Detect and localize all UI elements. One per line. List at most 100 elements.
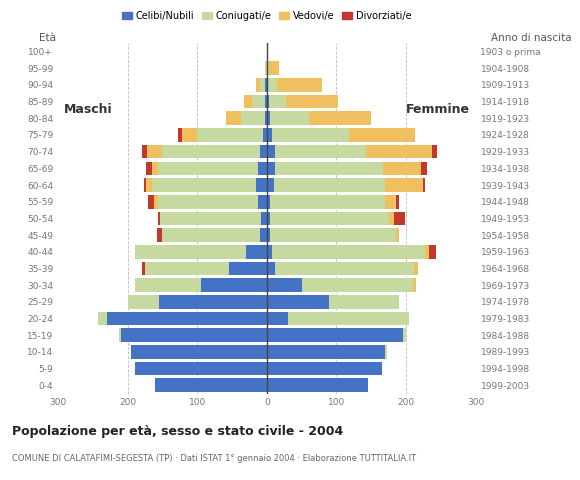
Bar	[260, 228, 267, 242]
Bar	[389, 212, 394, 225]
Bar	[267, 228, 270, 242]
Bar	[385, 178, 423, 192]
Bar	[267, 312, 288, 325]
Bar	[423, 178, 426, 192]
Bar	[244, 95, 252, 108]
Bar	[158, 212, 160, 225]
Bar	[259, 161, 267, 175]
Bar	[135, 362, 267, 375]
Bar	[267, 262, 275, 276]
Bar	[302, 278, 413, 292]
Bar	[152, 178, 256, 192]
Bar	[155, 378, 267, 392]
Bar	[182, 128, 197, 142]
Text: Popolazione per età, sesso e stato civile - 2004: Popolazione per età, sesso e stato civil…	[12, 425, 343, 438]
Bar	[121, 328, 267, 342]
Bar	[385, 195, 396, 208]
Bar	[396, 195, 399, 208]
Bar	[394, 212, 405, 225]
Bar	[260, 78, 266, 92]
Bar	[266, 111, 267, 125]
Bar	[162, 228, 260, 242]
Bar	[396, 228, 399, 242]
Bar	[267, 378, 368, 392]
Bar	[107, 312, 267, 325]
Bar	[154, 195, 158, 208]
Bar	[128, 295, 159, 309]
Bar	[429, 245, 436, 259]
Bar	[270, 212, 389, 225]
Bar	[426, 245, 429, 259]
Bar	[146, 178, 152, 192]
Bar	[287, 95, 339, 108]
Bar	[267, 345, 385, 359]
Bar	[147, 145, 162, 158]
Bar	[261, 212, 267, 225]
Bar	[267, 278, 302, 292]
Bar	[288, 312, 409, 325]
Bar	[226, 111, 241, 125]
Bar	[267, 362, 382, 375]
Bar	[229, 262, 267, 276]
Bar	[119, 328, 121, 342]
Bar	[268, 78, 277, 92]
Bar	[273, 128, 349, 142]
Bar	[270, 195, 385, 208]
Bar	[266, 61, 267, 75]
Bar	[142, 145, 147, 158]
Text: Femmine: Femmine	[406, 104, 470, 117]
Bar	[349, 128, 415, 142]
Text: Età: Età	[38, 33, 56, 43]
Bar	[267, 212, 270, 225]
Bar	[270, 111, 309, 125]
Bar	[197, 128, 263, 142]
Bar	[179, 128, 182, 142]
Bar	[145, 262, 229, 276]
Bar	[148, 195, 154, 208]
Bar	[267, 78, 268, 92]
Bar	[241, 111, 266, 125]
Bar	[267, 145, 275, 158]
Bar	[267, 111, 270, 125]
Text: Anno di nascita: Anno di nascita	[491, 33, 571, 43]
Bar	[162, 145, 260, 158]
Bar	[131, 345, 267, 359]
Bar	[273, 245, 426, 259]
Bar	[201, 278, 267, 292]
Bar	[365, 145, 432, 158]
Legend: Celibi/Nubili, Coniugati/e, Vedovi/e, Divorziati/e: Celibi/Nubili, Coniugati/e, Vedovi/e, Di…	[118, 7, 415, 25]
Bar	[275, 145, 365, 158]
Bar	[142, 262, 145, 276]
Bar	[256, 78, 260, 92]
Bar	[159, 295, 267, 309]
Bar	[274, 178, 385, 192]
Bar	[135, 278, 201, 292]
Bar	[135, 245, 246, 259]
Bar	[266, 78, 267, 92]
Bar	[270, 228, 396, 242]
Bar	[432, 145, 437, 158]
Bar	[158, 195, 259, 208]
Bar	[269, 95, 287, 108]
Bar	[267, 161, 275, 175]
Bar	[264, 95, 267, 108]
Bar	[267, 245, 273, 259]
Bar	[267, 328, 403, 342]
Bar	[256, 178, 267, 192]
Bar	[160, 212, 261, 225]
Bar	[267, 61, 269, 75]
Bar	[152, 161, 158, 175]
Bar	[158, 161, 259, 175]
Bar	[259, 195, 267, 208]
Bar	[329, 295, 399, 309]
Bar	[146, 161, 152, 175]
Bar	[267, 95, 269, 108]
Bar	[421, 161, 427, 175]
Bar	[414, 262, 418, 276]
Bar	[267, 128, 273, 142]
Bar	[385, 345, 386, 359]
Bar	[267, 295, 329, 309]
Bar	[277, 78, 322, 92]
Bar	[269, 61, 280, 75]
Bar	[144, 178, 146, 192]
